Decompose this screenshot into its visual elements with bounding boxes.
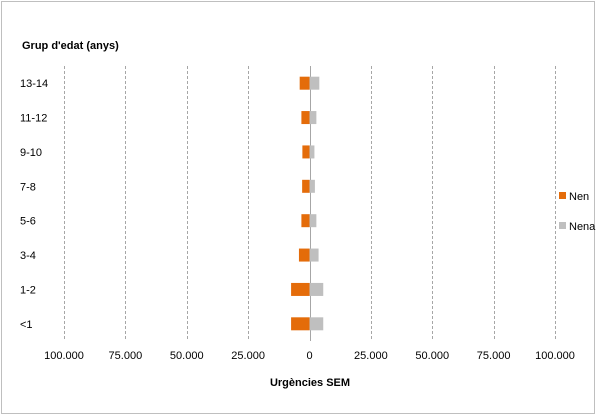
legend-label-nen: Nen bbox=[569, 191, 589, 203]
x-tick-labels: 100.000 75.000 50.000 25.000 0 25.000 50.000 75… bbox=[44, 350, 575, 362]
bar-nena bbox=[309, 179, 315, 193]
bar-nena bbox=[309, 214, 317, 228]
bar-nena bbox=[309, 145, 315, 159]
x-tick-label: 25.000 bbox=[354, 350, 388, 362]
x-tick-label: 50.000 bbox=[170, 350, 204, 362]
bar-nena bbox=[309, 317, 324, 331]
y-tick-label: 9-10 bbox=[20, 147, 42, 159]
y-tick-label: 5-6 bbox=[20, 216, 36, 228]
y-tick-label: 3-4 bbox=[20, 250, 36, 262]
y-axis-title: Grup d'edat (anys) bbox=[22, 40, 119, 52]
bar-nena bbox=[309, 111, 317, 125]
x-tick-label: 0 bbox=[306, 350, 312, 362]
bar-nen bbox=[291, 317, 310, 331]
x-tick-label: 100.000 bbox=[535, 350, 575, 362]
legend-swatch-nen bbox=[559, 192, 566, 199]
bar-nen bbox=[291, 282, 310, 296]
bar-nen bbox=[302, 145, 310, 159]
x-tick-label: 50.000 bbox=[415, 350, 449, 362]
x-tick-label: 75.000 bbox=[477, 350, 511, 362]
x-tick-label: 75.000 bbox=[109, 350, 143, 362]
bar-nen bbox=[302, 179, 310, 193]
y-tick-label: <1 bbox=[20, 319, 33, 331]
bar-nena bbox=[309, 76, 320, 90]
legend: Nen Nena bbox=[559, 191, 596, 233]
gridlines bbox=[64, 66, 556, 341]
bar-nen bbox=[298, 248, 310, 262]
bar-nen bbox=[301, 111, 310, 125]
y-tick-label: 7-8 bbox=[20, 181, 36, 193]
y-tick-labels: 13-14 11-12 9-10 7-8 5-6 3-4 1-2 <1 bbox=[20, 78, 48, 331]
bar-nena bbox=[309, 248, 319, 262]
bars bbox=[291, 76, 324, 331]
x-tick-label: 100.000 bbox=[44, 350, 84, 362]
x-tick-label: 25.000 bbox=[231, 350, 265, 362]
legend-swatch-nena bbox=[559, 222, 566, 229]
bar-nena bbox=[309, 282, 324, 296]
y-tick-label: 11-12 bbox=[20, 113, 47, 125]
x-axis-title: Urgències SEM bbox=[270, 377, 350, 389]
legend-label-nena: Nena bbox=[569, 221, 596, 233]
bar-nen bbox=[299, 76, 310, 90]
bar-nen bbox=[301, 214, 310, 228]
y-tick-label: 1-2 bbox=[20, 284, 36, 296]
y-tick-label: 13-14 bbox=[20, 78, 48, 90]
